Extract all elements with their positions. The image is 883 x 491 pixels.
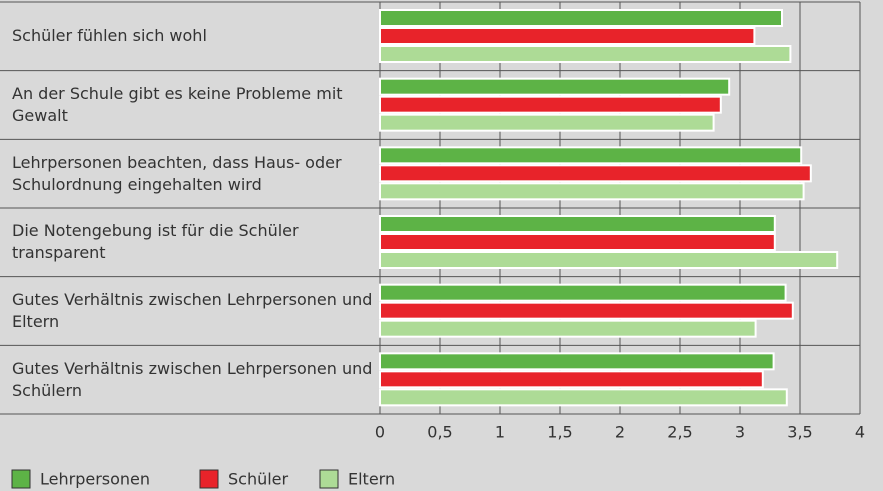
legend-swatch bbox=[319, 469, 339, 489]
bar bbox=[379, 9, 783, 27]
legend-swatch bbox=[199, 469, 219, 489]
bar bbox=[379, 164, 812, 183]
bar bbox=[379, 215, 776, 233]
legend-label: Schüler bbox=[228, 470, 289, 489]
x-tick-label: 4 bbox=[855, 423, 865, 442]
bar bbox=[379, 301, 794, 320]
category-label: An der Schule gibt es keine Probleme mit… bbox=[12, 83, 343, 125]
bar bbox=[379, 146, 803, 165]
legend-swatch bbox=[11, 469, 31, 489]
bar bbox=[379, 95, 722, 114]
bar bbox=[379, 233, 776, 251]
x-tick-label: 2,5 bbox=[667, 423, 692, 442]
category-label: Die Notengebung ist für die Schüler tran… bbox=[12, 221, 299, 263]
bar bbox=[379, 45, 792, 63]
category-label: Gutes Verhältnis zwischen Lehrpersonen u… bbox=[12, 289, 373, 331]
bar bbox=[379, 113, 715, 132]
bar bbox=[379, 27, 756, 45]
x-tick-label: 3,5 bbox=[787, 423, 812, 442]
category-label: Schüler fühlen sich wohl bbox=[12, 26, 207, 46]
bar bbox=[379, 182, 805, 201]
bar bbox=[379, 283, 787, 302]
bar bbox=[379, 352, 775, 371]
bar bbox=[379, 251, 839, 269]
bar bbox=[379, 388, 788, 407]
x-tick-label: 0 bbox=[375, 423, 385, 442]
bar bbox=[379, 319, 757, 338]
x-tick-label: 1 bbox=[495, 423, 505, 442]
legend-label: Lehrpersonen bbox=[40, 470, 150, 489]
category-label: Lehrpersonen beachten, dass Haus- oder S… bbox=[12, 152, 342, 194]
bar bbox=[379, 370, 764, 389]
legend-label: Eltern bbox=[348, 470, 395, 489]
category-label: Gutes Verhältnis zwischen Lehrpersonen u… bbox=[12, 358, 373, 400]
x-tick-label: 2 bbox=[615, 423, 625, 442]
x-tick-label: 1,5 bbox=[547, 423, 572, 442]
x-tick-label: 0,5 bbox=[427, 423, 452, 442]
x-tick-label: 3 bbox=[735, 423, 745, 442]
bar bbox=[379, 77, 731, 96]
